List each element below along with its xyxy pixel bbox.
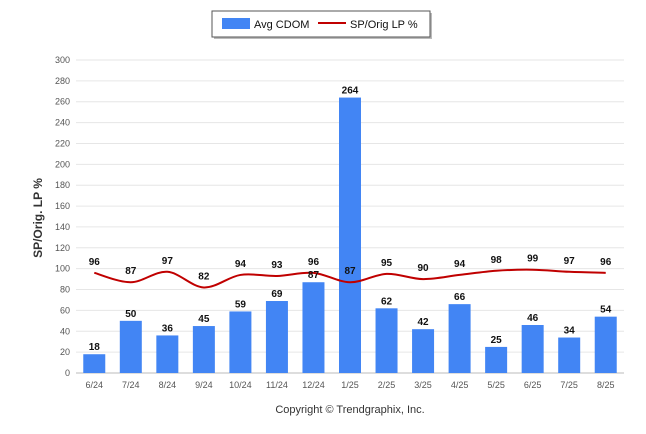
line-sp-orig-lp [93, 268, 606, 289]
bar-avg-cdom [594, 316, 617, 373]
y-tick-label: 260 [55, 97, 70, 107]
bar-value-label: 36 [162, 323, 174, 334]
line-value-label: 82 [198, 271, 210, 282]
x-tick-label: 7/24 [122, 380, 140, 390]
bar-value-label: 54 [600, 305, 612, 316]
bar-avg-cdom [412, 329, 435, 373]
x-tick-label: 5/25 [487, 380, 505, 390]
y-tick-label: 180 [55, 180, 70, 190]
bar-value-label: 18 [89, 342, 101, 353]
line-value-label: 96 [600, 257, 612, 268]
bar-avg-cdom [229, 311, 252, 373]
line-value-label: 87 [344, 266, 356, 277]
y-tick-label: 100 [55, 264, 70, 274]
line-value-label: 95 [381, 258, 393, 269]
y-axis-title: SP/Orig. LP % [31, 178, 45, 258]
x-tick-label: 9/24 [195, 380, 213, 390]
y-tick-label: 40 [60, 326, 70, 336]
bar-value-label: 69 [271, 289, 283, 300]
bar-avg-cdom [192, 326, 215, 373]
data-labels: 18 50 36 45 59 69 87 264 62 42 66 25 46 34 54 96 87 97 82 9… [89, 86, 612, 354]
x-tick-label: 1/25 [341, 380, 359, 390]
line-value-label: 94 [235, 259, 247, 270]
bar-value-label: 25 [491, 335, 503, 346]
bar-value-label: 66 [454, 292, 466, 303]
x-tick-label: 12/24 [302, 380, 325, 390]
y-axis-ticks: 0 20 40 60 80 100 120 140 160 180 200 220 240 260 280 3… [55, 55, 70, 378]
y-tick-label: 20 [60, 347, 70, 357]
bar-avg-cdom [302, 282, 325, 373]
bar-value-label: 42 [418, 317, 430, 328]
line-value-label: 96 [308, 257, 320, 268]
bar-avg-cdom [119, 320, 142, 373]
bar-avg-cdom [375, 308, 398, 373]
line-value-label: 99 [527, 254, 539, 265]
x-tick-label: 6/24 [86, 380, 104, 390]
bar-avg-cdom [448, 304, 471, 373]
x-tick-label: 2/25 [378, 380, 396, 390]
line-value-label: 97 [564, 256, 576, 267]
bar-avg-cdom [521, 325, 544, 373]
x-tick-label: 8/24 [159, 380, 177, 390]
x-tick-label: 6/25 [524, 380, 542, 390]
x-tick-label: 10/24 [229, 380, 252, 390]
x-tick-label: 4/25 [451, 380, 469, 390]
legend-label-sp-orig-lp: SP/Orig LP % [350, 19, 418, 31]
y-tick-label: 60 [60, 305, 70, 315]
line-value-label: 97 [162, 256, 174, 267]
bar-value-label: 34 [564, 326, 576, 337]
bar-avg-cdom [156, 335, 179, 373]
bar-value-label: 59 [235, 299, 247, 310]
x-tick-label: 3/25 [414, 380, 432, 390]
bar-avg-cdom [558, 337, 581, 373]
line-sp-orig-lp-path [93, 268, 606, 289]
y-tick-label: 220 [55, 138, 70, 148]
y-tick-label: 200 [55, 159, 70, 169]
y-tick-label: 120 [55, 243, 70, 253]
bar-value-label: 46 [527, 313, 539, 324]
line-value-label: 87 [125, 266, 137, 277]
bar-value-label: 50 [125, 309, 137, 320]
bar-value-label: 264 [342, 86, 359, 97]
line-value-label: 90 [418, 263, 430, 274]
x-tick-label: 8/25 [597, 380, 615, 390]
y-tick-label: 280 [55, 76, 70, 86]
copyright-credit: Copyright © Trendgraphix, Inc. [275, 404, 424, 416]
line-value-label: 93 [271, 260, 283, 271]
bar-avg-cdom [83, 354, 106, 373]
y-tick-label: 300 [55, 55, 70, 65]
legend-swatch-avg-cdom [222, 18, 250, 29]
y-tick-label: 160 [55, 201, 70, 211]
y-tick-label: 240 [55, 118, 70, 128]
line-value-label: 98 [491, 255, 503, 266]
bar-avg-cdom [265, 301, 288, 373]
y-tick-label: 80 [60, 285, 70, 295]
bar-value-label: 62 [381, 296, 393, 307]
legend-label-avg-cdom: Avg CDOM [254, 19, 309, 31]
x-tick-label: 11/24 [266, 380, 288, 390]
bar-value-label: 45 [198, 314, 210, 325]
bar-avg-cdom [485, 346, 508, 373]
bars-avg-cdom [83, 97, 617, 373]
line-value-label: 96 [89, 257, 101, 268]
legend: Avg CDOM SP/Orig LP % [211, 10, 432, 39]
line-value-label: 94 [454, 259, 466, 270]
bar-value-label: 87 [308, 270, 320, 281]
y-tick-label: 0 [65, 368, 70, 378]
x-tick-label: 7/25 [560, 380, 578, 390]
x-axis-ticks: 6/24 7/24 8/24 9/24 10/24 11/24 12/24 1/25 2/25 3… [86, 380, 615, 390]
y-tick-label: 140 [55, 222, 70, 232]
bar-avg-cdom [339, 97, 361, 373]
